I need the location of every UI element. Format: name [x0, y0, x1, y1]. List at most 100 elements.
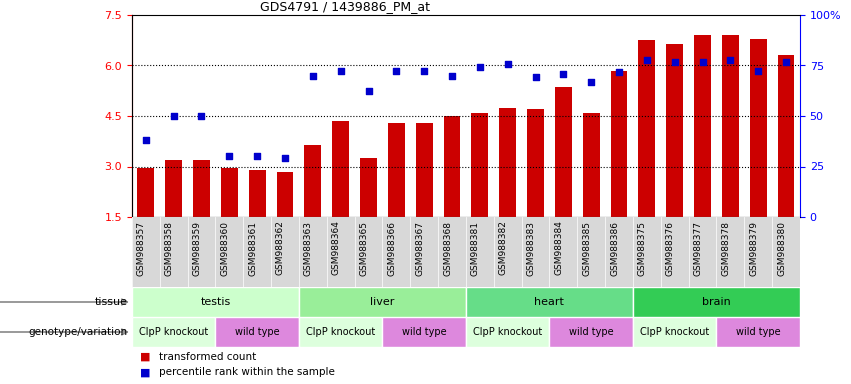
Bar [416, 123, 432, 217]
Text: wild type: wild type [235, 327, 279, 337]
Bar [360, 158, 377, 217]
Point [501, 61, 515, 67]
Bar [722, 35, 739, 217]
Bar [633, 287, 800, 317]
Point [696, 59, 710, 65]
Text: GSM988361: GSM988361 [248, 220, 257, 275]
Text: GSM988365: GSM988365 [359, 220, 368, 275]
Bar [382, 317, 466, 347]
Bar [750, 38, 767, 217]
Bar [299, 317, 382, 347]
Point [723, 57, 737, 63]
Bar [527, 109, 544, 217]
Text: GSM988378: GSM988378 [722, 220, 730, 275]
Point [751, 68, 765, 74]
Bar [132, 317, 215, 347]
Text: ClpP knockout: ClpP knockout [139, 327, 208, 337]
Point [306, 73, 320, 79]
Text: ■: ■ [140, 352, 154, 362]
Bar [550, 317, 633, 347]
Text: GSM988363: GSM988363 [304, 220, 313, 275]
Point [640, 57, 654, 63]
Text: percentile rank within the sample: percentile rank within the sample [159, 367, 335, 377]
Bar [611, 71, 627, 217]
Point [334, 68, 347, 74]
Point [139, 136, 152, 142]
Text: GSM988382: GSM988382 [499, 220, 508, 275]
Text: testis: testis [200, 297, 231, 307]
Bar [717, 317, 800, 347]
Text: wild type: wild type [736, 327, 780, 337]
Text: heart: heart [534, 297, 564, 307]
Bar [443, 116, 460, 217]
Text: GSM988383: GSM988383 [527, 220, 535, 275]
Bar [299, 287, 466, 317]
Point [222, 153, 236, 159]
Bar [215, 317, 299, 347]
Text: GSM988360: GSM988360 [220, 220, 229, 275]
Point [417, 68, 431, 74]
Text: GSM988385: GSM988385 [582, 220, 591, 275]
Text: GSM988377: GSM988377 [694, 220, 703, 275]
Text: GSM988384: GSM988384 [554, 220, 563, 275]
Text: GSM988376: GSM988376 [665, 220, 675, 275]
Point [612, 69, 625, 75]
Point [195, 113, 208, 119]
Text: ClpP knockout: ClpP knockout [306, 327, 375, 337]
Text: GSM988375: GSM988375 [638, 220, 647, 275]
Text: wild type: wild type [568, 327, 614, 337]
Bar [466, 317, 550, 347]
Bar [778, 55, 794, 217]
Text: genotype/variation: genotype/variation [29, 327, 128, 337]
Bar [305, 145, 321, 217]
Bar [638, 40, 655, 217]
Text: GSM988359: GSM988359 [192, 220, 202, 275]
Text: brain: brain [702, 297, 731, 307]
Point [557, 71, 570, 77]
Point [390, 68, 403, 74]
Point [278, 155, 292, 161]
Point [668, 59, 682, 65]
Bar [500, 108, 516, 217]
Bar [193, 160, 210, 217]
Text: GSM988386: GSM988386 [610, 220, 619, 275]
Bar [694, 35, 711, 217]
Point [362, 88, 375, 94]
Text: ■: ■ [140, 367, 154, 377]
Point [585, 79, 598, 85]
Text: GSM988357: GSM988357 [137, 220, 146, 275]
Text: GDS4791 / 1439886_PM_at: GDS4791 / 1439886_PM_at [260, 0, 430, 13]
Bar [248, 170, 266, 217]
Text: GSM988362: GSM988362 [276, 220, 285, 275]
Text: GSM988380: GSM988380 [777, 220, 786, 275]
Bar [466, 287, 633, 317]
Bar [221, 168, 237, 217]
Text: GSM988367: GSM988367 [415, 220, 424, 275]
Point [445, 73, 459, 79]
Text: GSM988366: GSM988366 [387, 220, 397, 275]
Text: ClpP knockout: ClpP knockout [473, 327, 542, 337]
Text: wild type: wild type [402, 327, 447, 337]
Text: ClpP knockout: ClpP knockout [640, 327, 709, 337]
Bar [633, 317, 717, 347]
Text: GSM988364: GSM988364 [332, 220, 340, 275]
Text: GSM988381: GSM988381 [471, 220, 480, 275]
Bar [471, 113, 488, 217]
Bar [277, 172, 294, 217]
Bar [388, 123, 405, 217]
Point [473, 64, 487, 70]
Text: GSM988379: GSM988379 [749, 220, 758, 275]
Text: GSM988368: GSM988368 [443, 220, 452, 275]
Point [780, 59, 793, 65]
Bar [165, 160, 182, 217]
Bar [138, 168, 154, 217]
Bar [555, 88, 572, 217]
Point [167, 113, 180, 119]
Text: tissue: tissue [94, 297, 128, 307]
Point [528, 74, 542, 80]
Point [250, 153, 264, 159]
Bar [132, 287, 299, 317]
Bar [332, 121, 349, 217]
Text: transformed count: transformed count [159, 352, 256, 362]
Bar [666, 44, 683, 217]
